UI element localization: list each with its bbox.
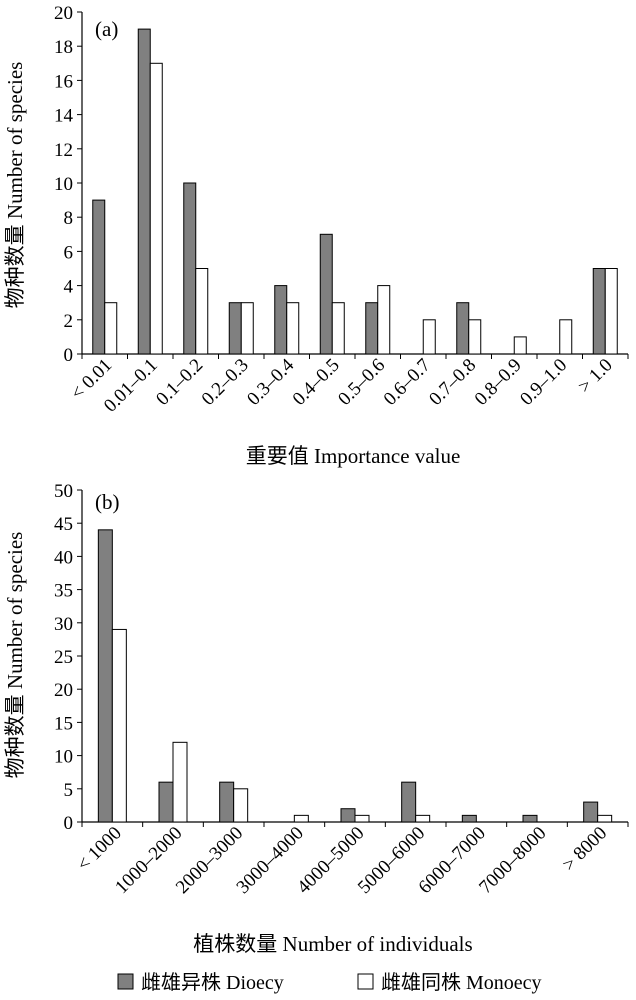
panel-a-y-tick-label: 8 [64, 208, 74, 229]
legend-label-monoecy: 雌雄同株 Monoecy [381, 971, 542, 994]
panel-b-x-tick-label: > 8000 [559, 823, 612, 876]
panel-a-x-tick-label: > 1.0 [574, 355, 617, 398]
panel-a-bar-monoecy [195, 268, 209, 355]
panel-b-y-tick-label: 5 [64, 780, 74, 801]
panel-b-y-tick-label: 10 [54, 747, 73, 768]
panel-a-bar-monoecy [422, 319, 436, 355]
panel-a-bar-dioecy [137, 28, 151, 355]
panel-a-y-tick-label: 0 [64, 345, 74, 366]
panel-a-x-tick-label: 0.6–0.7 [380, 355, 435, 410]
panel-b-y-tick-label: 30 [54, 614, 73, 635]
panel-a-bar-monoecy [604, 268, 618, 355]
panel-a-chart: (a) 物种数量 Number of species 重要值 Importanc… [3, 3, 629, 468]
panel-a-x-tick-label: 0.5–0.6 [334, 355, 389, 410]
panel-b-bar-monoecy [233, 788, 249, 823]
panel-a-x-tick-label: 0.1–0.2 [152, 355, 207, 410]
panel-b-y-tick-label: 0 [64, 813, 74, 834]
panel-b-bar-dioecy [158, 781, 174, 823]
panel-b-y-tick-label: 25 [54, 647, 73, 668]
panel-a-y-tick-label: 20 [54, 3, 73, 24]
panel-b-bar-monoecy [293, 814, 309, 823]
panel-a-y-tick-label: 2 [64, 311, 74, 332]
panel-a-bar-monoecy [331, 302, 345, 355]
panel-a-label: (a) [95, 17, 118, 41]
panel-a-bar-monoecy [377, 285, 391, 355]
panel-a-x-tick-label: 0.7–0.8 [425, 355, 480, 410]
panel-b-x-axis-label: 植株数量 Number of individuals [193, 932, 472, 956]
panel-a-bar-dioecy [365, 302, 379, 355]
panel-b-bar-dioecy [340, 808, 356, 823]
panel-a-bar-dioecy [183, 182, 197, 355]
panel-a-bar-dioecy [319, 233, 333, 355]
panel-b-bar-dioecy [461, 814, 477, 823]
panel-a-bar-monoecy [513, 336, 527, 355]
legend-swatch-dioecy [117, 973, 134, 990]
panel-a-bar-monoecy [104, 302, 118, 355]
panel-a-bar-monoecy [559, 319, 573, 355]
panel-b-y-tick-label: 15 [54, 713, 73, 734]
panel-a-bar-dioecy [92, 199, 106, 355]
panel-b-bar-dioecy [97, 529, 113, 823]
panel-a-x-tick-label: 0.8–0.9 [471, 355, 526, 410]
panel-a-x-tick-label: 0.3–0.4 [243, 354, 299, 410]
panel-b-y-tick-label: 40 [54, 547, 73, 568]
panel-a-y-tick-label: 14 [54, 106, 74, 127]
panel-b-chart: (b) 物种数量 Number of species 植株数量 Number o… [3, 481, 629, 956]
panel-a-bar-monoecy [286, 302, 300, 355]
panel-a-bar-monoecy [149, 62, 163, 355]
panel-b-y-tick-label: 35 [54, 581, 73, 602]
legend-swatch-monoecy [357, 973, 374, 990]
panel-b-bar-monoecy [597, 814, 613, 823]
panel-b-bar-dioecy [583, 801, 599, 823]
panel-b-bar-monoecy [111, 628, 127, 823]
panel-a-y-tick-label: 12 [54, 140, 73, 161]
panel-b-bar-dioecy [219, 781, 235, 823]
panel-b-bar-monoecy [415, 814, 431, 823]
panel-a-y-tick-label: 16 [54, 71, 73, 92]
panel-b-y-tick-label: 20 [54, 680, 73, 701]
panel-b-bar-monoecy [354, 814, 370, 823]
panel-b-y-tick-label: 45 [54, 514, 73, 535]
panel-b-x-tick-label: 7000–8000 [475, 823, 550, 898]
panel-a-y-tick-label: 4 [64, 277, 74, 298]
panel-a-bar-dioecy [456, 302, 470, 355]
panel-a-y-axis-label: 物种数量 Number of species [3, 62, 27, 309]
panel-a-bar-monoecy [468, 319, 482, 355]
panel-a-y-tick-label: 10 [54, 174, 73, 195]
panel-a-bar-dioecy [592, 268, 606, 355]
panel-a-x-tick-label: 0.2–0.3 [198, 355, 253, 410]
panel-b-y-axis-label: 物种数量 Number of species [3, 532, 27, 779]
panel-b-bar-monoecy [172, 741, 188, 823]
panel-b-bar-dioecy [401, 781, 417, 823]
panel-a-bar-monoecy [240, 302, 254, 355]
panel-a-bar-dioecy [274, 285, 288, 355]
panel-a-x-axis-label: 重要值 Importance value [246, 444, 461, 468]
legend: 雌雄异株 Dioecy 雌雄同株 Monoecy [117, 971, 542, 994]
panel-a-bar-dioecy [228, 302, 242, 355]
panel-a-x-tick-label: 0.9–1.0 [516, 355, 571, 410]
panel-b-y-tick-label: 50 [54, 481, 73, 502]
panel-a-y-tick-label: 6 [64, 242, 74, 263]
legend-label-dioecy: 雌雄异株 Dioecy [141, 971, 284, 994]
panel-b-bar-dioecy [522, 814, 538, 823]
panel-b-label: (b) [95, 490, 120, 514]
panel-a-x-tick-label: 0.4–0.5 [289, 355, 344, 410]
panel-a-y-tick-label: 18 [54, 37, 73, 58]
panel-b-x-tick-label: < 1000 [73, 823, 126, 876]
